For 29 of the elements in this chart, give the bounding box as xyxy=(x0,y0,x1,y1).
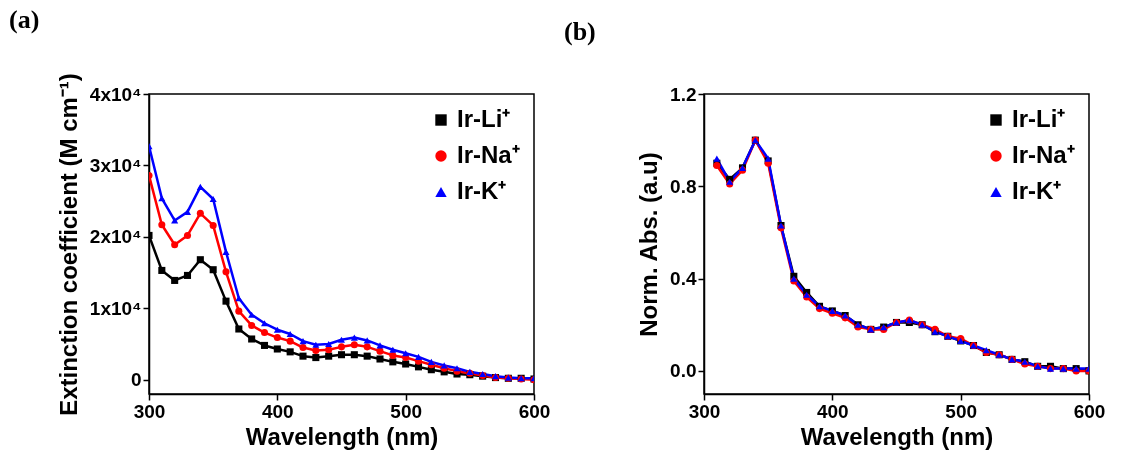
legend-label: Ir-K⁺ xyxy=(457,177,507,204)
y-axis-title: Extinction coefficient (M cm⁻¹) xyxy=(54,73,82,416)
y-tick-label: 0.4 xyxy=(670,268,697,290)
x-axis-title: Wavelength (nm) xyxy=(800,422,994,450)
y-tick-label: 4x10⁴ xyxy=(89,83,142,105)
y-tick-label: 0.0 xyxy=(670,360,697,382)
legend-label: Ir-Na⁺ xyxy=(457,141,520,168)
x-tick-label: 500 xyxy=(390,400,423,422)
y-tick-label: 1.2 xyxy=(670,83,697,105)
x-tick-label: 400 xyxy=(816,400,849,422)
legend-label: Ir-Li⁺ xyxy=(457,105,511,132)
chart-title: (a) xyxy=(9,4,40,34)
legend-label: Ir-Na⁺ xyxy=(1012,141,1075,168)
x-tick-label: 300 xyxy=(133,400,166,422)
y-tick-label: 3x10⁴ xyxy=(89,154,142,176)
y-axis-title: Norm. Abs. (a.u) xyxy=(635,152,663,337)
legend-label: Ir-Li⁺ xyxy=(1012,105,1066,132)
legend-label: Ir-K⁺ xyxy=(1012,177,1062,204)
chart-title: (b) xyxy=(564,17,596,46)
y-tick-label: 2x10⁴ xyxy=(89,226,142,248)
y-tick-label: 1x10⁴ xyxy=(89,297,142,319)
y-tick-label: 0.8 xyxy=(670,175,697,197)
x-tick-label: 600 xyxy=(518,400,551,422)
x-axis-title: Wavelength (nm) xyxy=(245,422,439,450)
y-tick-label: 0 xyxy=(130,369,142,391)
x-tick-label: 500 xyxy=(945,400,978,422)
x-tick-label: 300 xyxy=(688,400,721,422)
x-tick-label: 400 xyxy=(261,400,294,422)
x-tick-label: 600 xyxy=(1073,400,1106,422)
